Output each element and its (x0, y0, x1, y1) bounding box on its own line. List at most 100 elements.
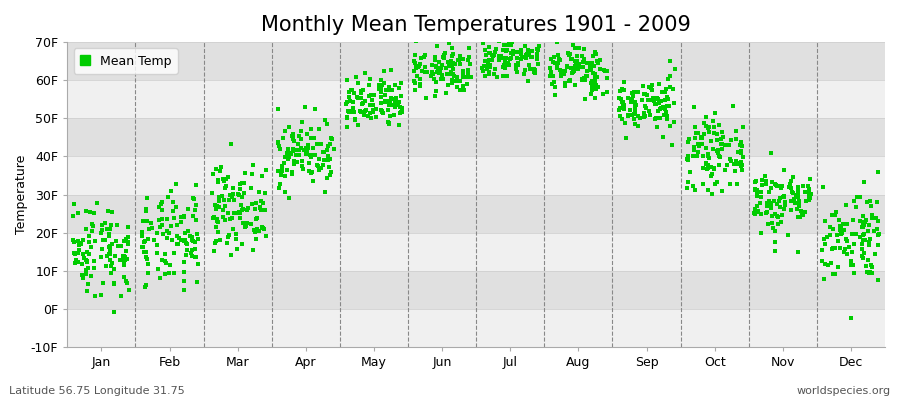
Point (248, 229, 262, 235)
Point (210, 216, 224, 222)
Point (648, 100, 662, 107)
Point (770, 212, 784, 219)
Point (224, 215, 238, 222)
Point (662, 102, 676, 109)
Point (453, 78, 467, 84)
Point (357, 108, 372, 114)
Point (346, 109, 361, 116)
Point (580, 73, 594, 79)
Point (836, 220, 850, 227)
Point (287, 138, 302, 144)
Point (82, 251, 96, 258)
Point (134, 229, 148, 235)
Point (585, 87, 599, 93)
Point (304, 126, 319, 132)
Point (184, 237, 199, 244)
Point (324, 168, 338, 175)
Point (428, 88, 443, 94)
Point (251, 228, 266, 234)
Point (226, 184, 240, 191)
Point (770, 201, 785, 207)
Point (250, 226, 265, 232)
Point (107, 279, 122, 286)
Point (531, 60, 545, 67)
Point (181, 228, 195, 234)
Point (592, 57, 607, 64)
Point (256, 224, 270, 231)
Point (71, 238, 86, 244)
Point (318, 189, 332, 196)
Point (104, 251, 118, 257)
Point (429, 68, 444, 75)
Point (307, 135, 321, 141)
Point (392, 85, 407, 92)
Point (304, 152, 319, 158)
Point (861, 228, 876, 234)
Point (707, 129, 722, 136)
Point (205, 171, 220, 177)
Point (341, 108, 356, 114)
Point (531, 47, 545, 53)
Point (640, 92, 654, 98)
Point (257, 190, 272, 196)
Point (389, 95, 403, 102)
Point (651, 96, 665, 102)
Point (366, 106, 381, 113)
Point (149, 250, 164, 256)
Point (87, 292, 102, 299)
Point (208, 202, 222, 208)
Bar (68, 80, 885, 118)
Point (790, 206, 805, 212)
Point (826, 226, 841, 232)
Point (492, 36, 507, 43)
Point (275, 168, 290, 174)
Point (102, 244, 116, 250)
Point (222, 232, 237, 238)
Point (461, 57, 475, 63)
Point (663, 123, 678, 129)
Point (843, 262, 858, 268)
Point (704, 173, 718, 180)
Point (257, 226, 272, 232)
Point (235, 180, 249, 186)
Point (576, 64, 590, 70)
Point (698, 123, 713, 130)
Point (856, 255, 870, 261)
Point (284, 133, 299, 139)
Point (119, 236, 133, 242)
Point (219, 182, 233, 189)
Point (113, 243, 128, 249)
Point (271, 106, 285, 112)
Point (410, 73, 424, 80)
Point (680, 185, 695, 191)
Point (748, 186, 762, 193)
Point (460, 81, 474, 87)
Point (366, 102, 381, 108)
Point (171, 241, 185, 248)
Point (248, 236, 263, 242)
Point (832, 226, 847, 233)
Point (442, 62, 456, 69)
Point (428, 57, 443, 64)
Point (137, 239, 151, 246)
Point (817, 261, 832, 267)
Point (212, 237, 227, 244)
Point (651, 108, 665, 114)
Point (828, 271, 842, 277)
Point (857, 179, 871, 186)
Point (139, 218, 153, 224)
Point (860, 268, 875, 275)
Point (231, 191, 246, 198)
Point (768, 211, 782, 217)
Point (563, 77, 578, 84)
Point (312, 167, 327, 173)
Point (189, 182, 203, 189)
Point (626, 93, 640, 99)
Point (311, 163, 326, 169)
Point (701, 151, 716, 158)
Point (252, 189, 266, 195)
Point (409, 64, 423, 71)
Point (773, 204, 788, 210)
Point (870, 168, 885, 175)
Point (119, 248, 133, 255)
